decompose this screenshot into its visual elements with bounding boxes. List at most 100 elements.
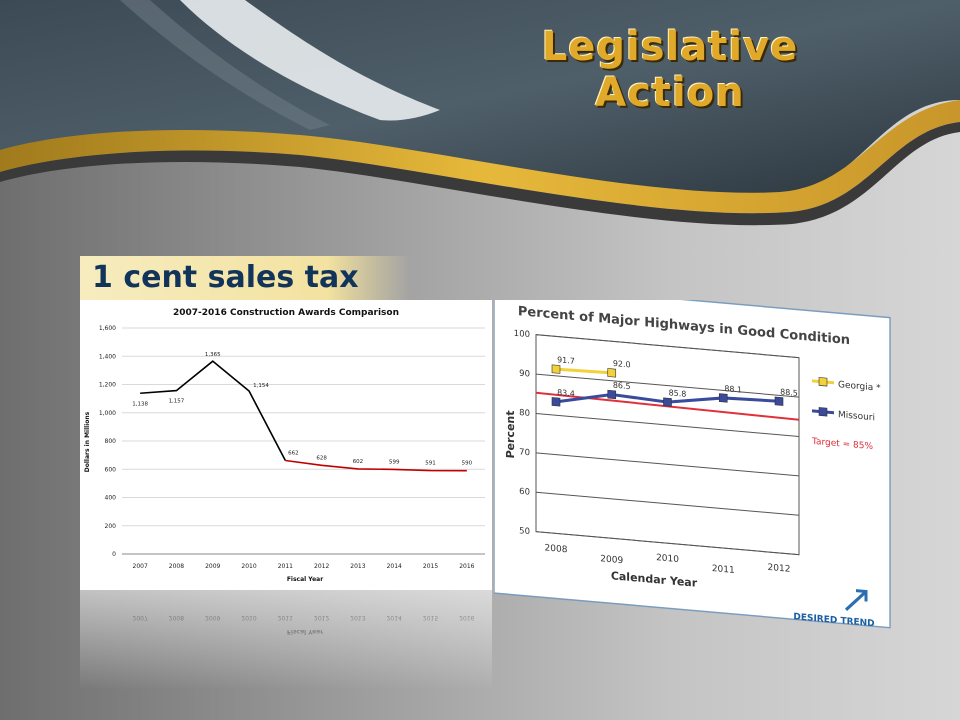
- chart1-y-tick-label: 1,200: [99, 382, 116, 389]
- header-banner: [0, 0, 960, 226]
- chart1-data-label: 1,157: [169, 399, 185, 405]
- chart1-y-ticks: 0 200 400 600 800 1,000 1,200 1,400 1,600: [99, 325, 116, 558]
- chart2-gridline: [536, 334, 799, 359]
- chart1-data-labels: 1,138 1,157 1,365 1,154 662 628 602 599 591 590: [132, 352, 472, 466]
- reflection-tick-label: 2007: [133, 614, 148, 621]
- chart2-series-line: [555, 367, 612, 375]
- chart2-gridline: [536, 491, 799, 516]
- reflection-tick-label: 2012: [314, 614, 329, 621]
- chart1-y-tick-label: 1,600: [99, 325, 116, 332]
- reflection-ticks: 2007 2008 2009 2010 2011 2012 2013 2014 2015 2016…: [133, 614, 475, 635]
- chart1-data-label: 1,138: [132, 401, 148, 407]
- chart1-data-label: 1,365: [205, 352, 221, 358]
- chart2-marker: [663, 397, 672, 407]
- chart1-x-axis-label: Fiscal Year: [287, 576, 323, 583]
- construction-awards-chart: 2007-2016 Construction Awards Comparison…: [80, 300, 492, 590]
- chart1-data-label: 628: [316, 455, 327, 461]
- chart2-data-label: 92.0: [613, 359, 631, 370]
- slide-title: Legislative Action: [541, 24, 799, 116]
- chart2-data-label: 85.8: [669, 388, 687, 399]
- chart1-line-pre2011: [140, 360, 287, 461]
- chart1-line-post2011: [285, 459, 467, 472]
- chart2-marker: [551, 364, 561, 374]
- chart1-x-tick-label: 2014: [387, 563, 402, 570]
- chart2-x-tick-label: 2011: [712, 564, 735, 576]
- chart2-y-tick-label: 80: [519, 408, 530, 419]
- chart2-y-tick-label: 100: [514, 329, 530, 340]
- chart2-series: 91.7 92.0 83.4 86.5 85.8 88.1 88.5: [535, 355, 800, 421]
- chart2-marker: [718, 393, 728, 403]
- chart1-x-tick-label: 2007: [133, 563, 148, 570]
- chart2-gridline: [536, 412, 799, 437]
- chart1-y-tick-label: 1,400: [99, 353, 116, 360]
- chart1-x-ticks: 2007 2008 2009 2010 2011 2012 2013 2014 2015 2016: [133, 563, 475, 570]
- chart1-y-axis-label: Dollars in Millions: [84, 411, 91, 472]
- subtitle-banner: 1 cent sales tax: [80, 256, 410, 300]
- chart2-x-tick-label: 2008: [545, 543, 568, 555]
- chart1-x-tick-label: 2015: [423, 563, 438, 570]
- reflection-tick-label: 2009: [205, 614, 220, 621]
- chart2-x-ticks: 2008 2009 2010 2011 2012: [545, 543, 791, 576]
- reflection-tick-label: 2016: [459, 614, 474, 621]
- chart1-x-tick-label: 2009: [205, 563, 220, 570]
- chart2-x-tick-label: 2009: [600, 554, 623, 566]
- chart1-data-label: 599: [389, 459, 400, 465]
- chart1-data-label: 662: [288, 450, 299, 456]
- reflection-tick-label: 2010: [241, 614, 256, 621]
- chart2-y-tick-label: 70: [519, 447, 530, 458]
- reflection-axis-label: Fiscal Year: [287, 628, 323, 635]
- reflection-tick-label: 2008: [169, 614, 184, 621]
- chart2-y-tick-label: 50: [519, 526, 530, 537]
- chart1-y-tick-label: 400: [105, 495, 117, 502]
- chart2-plot-area: [535, 334, 800, 556]
- chart2-y-tick-label: 60: [519, 487, 530, 498]
- road-stripe: [180, 0, 440, 121]
- chart2-y-ticks: 50 60 70 80 90 100: [514, 329, 530, 537]
- chart2-marker: [551, 397, 561, 407]
- chart2-x-tick-label: 2012: [768, 563, 791, 575]
- chart1-x-tick-label: 2016: [459, 563, 474, 570]
- chart1-data-label: 602: [353, 459, 364, 465]
- chart2-gridline: [536, 531, 799, 556]
- chart2-gridline: [536, 373, 799, 398]
- chart1-x-tick-label: 2013: [350, 563, 365, 570]
- chart1-gridlines: [122, 327, 485, 555]
- reflection-fade: [80, 590, 492, 690]
- legend-entry-label: Georgia *: [838, 380, 881, 394]
- chart1-x-tick-label: 2008: [169, 563, 184, 570]
- chart1-y-tick-label: 0: [112, 551, 116, 558]
- chart1-y-tick-label: 1,000: [99, 410, 116, 417]
- reflection-tick-label: 2011: [278, 614, 293, 621]
- chart1-x-tick-label: 2011: [278, 563, 293, 570]
- chart2-panel-edge: [493, 282, 891, 629]
- chart2-y-tick-label: 90: [519, 369, 530, 380]
- chart1-reflection: 2007 2008 2009 2010 2011 2012 2013 2014 2015 2016…: [80, 590, 492, 690]
- rumble-strip: [120, 0, 330, 130]
- chart1-y-tick-label: 600: [105, 466, 117, 473]
- chart1-y-tick-label: 200: [105, 523, 117, 530]
- chart2-data-label: 91.7: [557, 355, 575, 366]
- chart2-marker: [607, 389, 617, 400]
- chart2-data-label: 83.4: [557, 388, 575, 399]
- chart2-plot-frame: [535, 334, 800, 556]
- slide-subtitle: 1 cent sales tax: [92, 260, 359, 295]
- chart2-data-label: 88.1: [724, 384, 742, 395]
- chart1-data-label: 1,154: [253, 383, 269, 389]
- chart2-gridline: [536, 452, 799, 477]
- reflection-tick-label: 2013: [350, 614, 365, 621]
- chart2-data-label: 88.5: [780, 387, 798, 398]
- trend-arrow-icon: [844, 589, 868, 611]
- chart1-y-tick-label: 800: [105, 438, 117, 445]
- chart2-y-axis-label: Percent: [504, 409, 517, 459]
- chart1-x-tick-label: 2012: [314, 563, 329, 570]
- highway-condition-chart: Percent of Major Highways in Good Condit…: [493, 282, 894, 630]
- chart1-series: [140, 360, 467, 472]
- legend-swatch-marker: [818, 407, 828, 417]
- reflection-tick-label: 2014: [387, 614, 402, 621]
- reflection-tick-label: 2015: [423, 614, 438, 621]
- chart2-x-tick-label: 2010: [656, 553, 679, 565]
- chart1-data-label: 591: [425, 461, 436, 467]
- chart2-marker: [607, 368, 617, 378]
- chart2-marker: [774, 396, 784, 406]
- chart2-data-label: 86.5: [613, 381, 631, 392]
